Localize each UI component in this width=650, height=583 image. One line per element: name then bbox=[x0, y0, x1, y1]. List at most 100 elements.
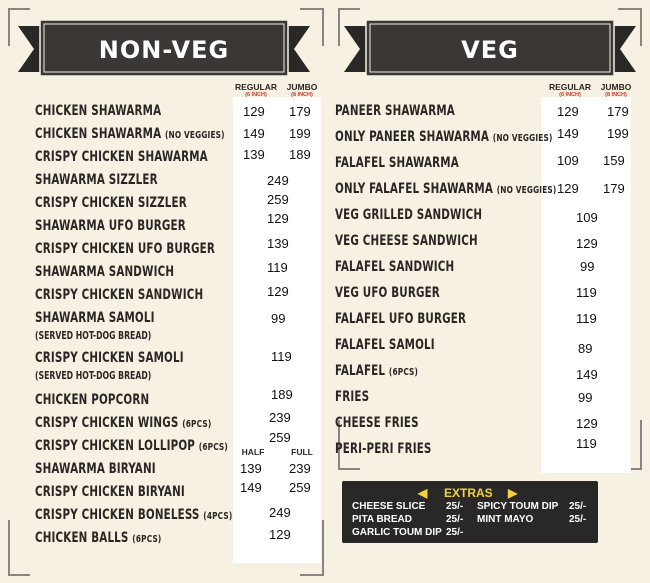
veg-item-name: FALAFEL SAMOLI bbox=[335, 337, 435, 353]
nonveg-col-regular: REGULAR (6 INCH) bbox=[232, 82, 280, 98]
nonveg-col-jumbo: JUMBO (8 INCH) bbox=[282, 82, 322, 98]
extras-item-price: 25/- bbox=[569, 514, 587, 525]
nonveg-item-name: CRISPY CHICKEN SIZZLER bbox=[35, 195, 187, 211]
nonveg-item-note: (6PCS) bbox=[182, 419, 212, 430]
extras-item-price: 25/- bbox=[446, 514, 464, 525]
extras-arrow-right-icon: ▶ bbox=[508, 486, 518, 500]
extras-item-name: SPICY TOUM DIP bbox=[477, 501, 559, 512]
nonveg-item-name: SHAWARMA SANDWICH bbox=[35, 264, 175, 280]
nonveg-price: 119 bbox=[271, 349, 292, 364]
veg-col-jumbo-label: JUMBO bbox=[600, 82, 632, 92]
frame-line-mid-bottom-h bbox=[300, 574, 322, 576]
veg-title: VEG bbox=[461, 36, 519, 64]
veg-price-column bbox=[541, 97, 631, 473]
nonveg-price: 99 bbox=[271, 311, 286, 326]
nonveg-col-regular-label: REGULAR bbox=[234, 82, 278, 92]
veg-price-jumbo: 179 bbox=[603, 181, 625, 196]
nonveg-col-jumbo-label: JUMBO bbox=[286, 82, 318, 92]
nonveg-price-jumbo: 199 bbox=[289, 126, 311, 141]
nonveg-item-label: CHICKEN SHAWARMA bbox=[35, 126, 162, 142]
extras-item-price: 25/- bbox=[569, 501, 587, 512]
veg-price-regular: 129 bbox=[557, 104, 579, 119]
extras-title: EXTRAS bbox=[444, 486, 493, 500]
nonveg-item-note: (4PCS) bbox=[203, 511, 233, 522]
frame-line-left-top-h bbox=[8, 8, 30, 10]
nonveg-price: 119 bbox=[267, 260, 288, 275]
veg-col-jumbo: JUMBO (8 INCH) bbox=[596, 82, 636, 98]
nonveg-item-name: CRISPY CHICKEN BONELESS (4PCS) bbox=[35, 507, 232, 523]
nonveg-price-full: 239 bbox=[289, 461, 311, 476]
veg-item-label: ONLY PANEER SHAWARMA bbox=[335, 129, 490, 145]
nonveg-price-column bbox=[233, 97, 321, 563]
veg-item-name: VEG GRILLED SANDWICH bbox=[335, 207, 483, 223]
veg-price-jumbo: 199 bbox=[607, 126, 629, 141]
nonveg-item-name: CRISPY CHICKEN WINGS (6PCS) bbox=[35, 415, 211, 431]
nonveg-item-name: CHICKEN BALLS (6PCS) bbox=[35, 530, 161, 546]
frame-line-mid-top bbox=[322, 8, 324, 46]
nonveg-banner bbox=[18, 20, 310, 77]
veg-item-name: ONLY PANEER SHAWARMA (NO VEGGIES) bbox=[335, 129, 552, 145]
veg-item-name: PERI-PERI FRIES bbox=[335, 441, 432, 457]
veg-item-note: (NO VEGGIES) bbox=[492, 133, 553, 144]
nonveg-item-name: CRISPY CHICKEN SHAWARMA bbox=[35, 149, 208, 165]
veg-price: 149 bbox=[576, 367, 598, 382]
nonveg-price-regular: 139 bbox=[243, 147, 265, 162]
nonveg-item-name: CRISPY CHICKEN LOLLIPOP (6PCS) bbox=[35, 438, 228, 454]
veg-price: 89 bbox=[578, 341, 593, 356]
veg-item-name: PANEER SHAWARMA bbox=[335, 103, 455, 119]
nonveg-col-jumbo-size: (8 INCH) bbox=[291, 92, 313, 98]
veg-item-name: FALAFEL UFO BURGER bbox=[335, 311, 467, 327]
veg-item-name: CHEESE FRIES bbox=[335, 415, 419, 431]
nonveg-item-label: CRISPY CHICKEN WINGS bbox=[35, 415, 179, 431]
nonveg-price-regular: 149 bbox=[243, 126, 265, 141]
veg-item-name: ONLY FALAFEL SHAWARMA (NO VEGGIES) bbox=[335, 181, 556, 197]
veg-item-label: FALAFEL bbox=[335, 363, 386, 379]
nonveg-item-name: SHAWARMA SIZZLER bbox=[35, 172, 158, 188]
veg-item-name: FALAFEL SHAWARMA bbox=[335, 155, 459, 171]
extras-box bbox=[342, 481, 598, 543]
nonveg-price-jumbo: 179 bbox=[289, 104, 311, 119]
frame-line-left-top bbox=[8, 8, 10, 46]
frame-line-veg-bottom bbox=[338, 420, 340, 470]
nonveg-item-note: (6PCS) bbox=[198, 442, 228, 453]
nonveg-price: 239 bbox=[269, 410, 291, 425]
nonveg-item-note: (6PCS) bbox=[132, 534, 162, 545]
veg-price: 99 bbox=[580, 259, 595, 274]
nonveg-price: 139 bbox=[267, 236, 289, 251]
nonveg-price-half: 139 bbox=[240, 461, 262, 476]
frame-line-right-top bbox=[640, 8, 642, 46]
nonveg-col-half: HALF bbox=[241, 447, 265, 457]
nonveg-item-name: CRISPY CHICKEN SAMOLI bbox=[35, 350, 184, 366]
nonveg-title: NON-VEG bbox=[98, 36, 230, 64]
nonveg-item-label: CHICKEN BALLS bbox=[35, 530, 129, 546]
nonveg-item-name: CHICKEN POPCORN bbox=[35, 392, 150, 408]
veg-price: 119 bbox=[576, 285, 597, 300]
nonveg-item-name: SHAWARMA SAMOLI bbox=[35, 310, 155, 326]
extras-arrow-left-icon: ◀ bbox=[418, 486, 428, 500]
nonveg-price-full: 259 bbox=[289, 480, 311, 495]
frame-line-mid-top-h bbox=[300, 8, 322, 10]
frame-line-right-top-h bbox=[618, 8, 642, 10]
nonveg-item-note: (NO VEGGIES) bbox=[164, 130, 225, 141]
nonveg-price: 129 bbox=[267, 211, 289, 226]
nonveg-price: 189 bbox=[271, 387, 293, 402]
extras-item-price: 25/- bbox=[446, 527, 464, 538]
nonveg-item-sub: (SERVED HOT-DOG BREAD) bbox=[35, 330, 152, 342]
veg-col-regular: REGULAR (6 INCH) bbox=[546, 82, 594, 98]
veg-price-jumbo: 179 bbox=[607, 104, 629, 119]
extras-item-name: CHEESE SLICE bbox=[352, 501, 426, 512]
nonveg-item-sub: (SERVED HOT-DOG BREAD) bbox=[35, 370, 152, 382]
nonveg-item-name: SHAWARMA BIRYANI bbox=[35, 461, 156, 477]
veg-price: 129 bbox=[576, 236, 598, 251]
nonveg-price: 259 bbox=[269, 430, 291, 445]
nonveg-item-label: CRISPY CHICKEN BONELESS bbox=[35, 507, 200, 523]
nonveg-price-regular: 129 bbox=[243, 104, 265, 119]
extras-item-name: GARLIC TOUM DIP bbox=[352, 527, 442, 538]
nonveg-price: 129 bbox=[267, 284, 289, 299]
veg-price: 119 bbox=[576, 311, 597, 326]
nonveg-item-name: CHICKEN SHAWARMA (NO VEGGIES) bbox=[35, 126, 225, 142]
extras-item-name: PITA BREAD bbox=[352, 514, 412, 525]
nonveg-col-regular-size: (6 INCH) bbox=[245, 92, 267, 98]
veg-item-note: (6PCS) bbox=[388, 367, 419, 378]
nonveg-col-full: FULL bbox=[291, 447, 313, 457]
